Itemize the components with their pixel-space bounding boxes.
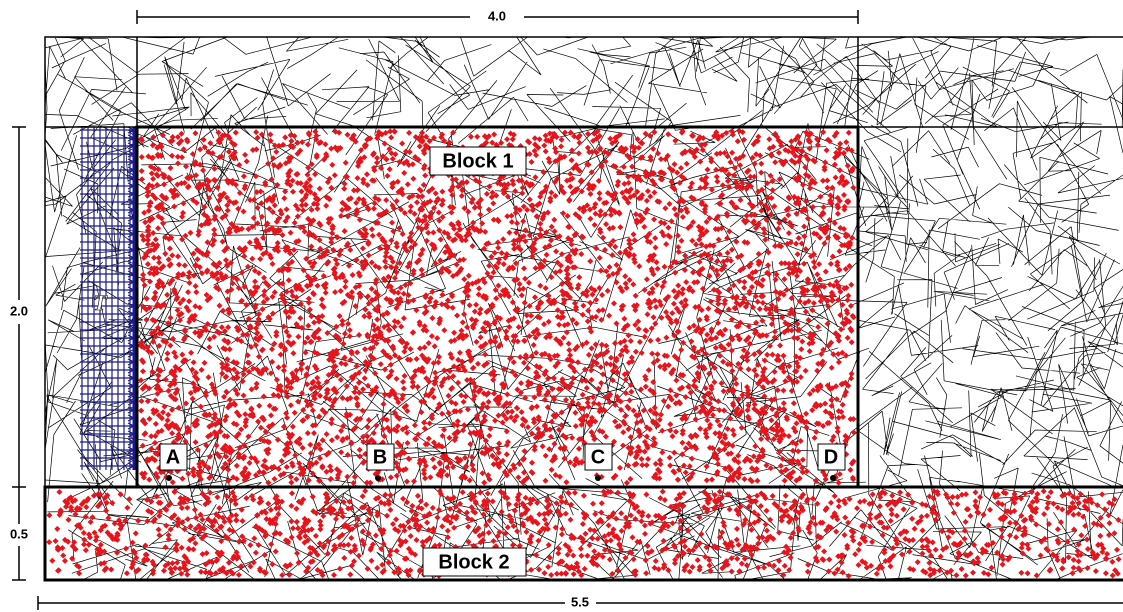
dimension-label: 0.5 <box>10 526 28 541</box>
point-marker <box>595 475 601 481</box>
block-label: Block 2 <box>438 551 509 573</box>
load-arrows <box>80 127 134 470</box>
load-label: T <box>93 290 108 315</box>
point-label: D <box>824 446 838 468</box>
dimension-label: 5.5 <box>571 594 589 609</box>
load-arrow-lines <box>80 127 134 470</box>
point-marker <box>375 475 381 481</box>
block-label: Block 1 <box>442 150 513 172</box>
point-label: A <box>166 446 180 468</box>
point-label: C <box>591 446 605 468</box>
figure: 4.0 2.0 0.5 5.5 Block 1 Block 2 A B C D … <box>0 0 1123 612</box>
dimension-label: 4.0 <box>488 8 506 23</box>
point-marker <box>166 475 172 481</box>
dimension-label: 2.0 <box>10 303 28 318</box>
point-marker <box>830 475 836 481</box>
point-label: B <box>373 446 387 468</box>
background <box>0 0 1123 612</box>
